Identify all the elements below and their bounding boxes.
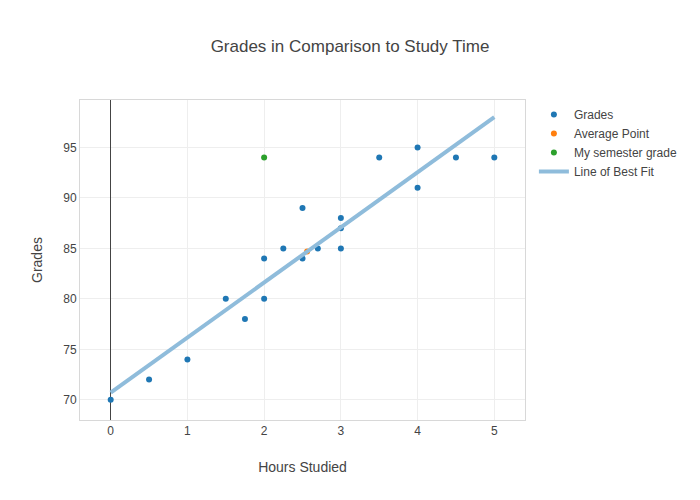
- svg-text:80: 80: [63, 292, 77, 306]
- svg-text:Grades in Comparison to Study: Grades in Comparison to Study Time: [211, 37, 490, 56]
- svg-text:Grades: Grades: [574, 108, 613, 122]
- svg-text:Average Point: Average Point: [574, 127, 650, 141]
- svg-text:85: 85: [63, 242, 77, 256]
- svg-text:1: 1: [184, 424, 191, 438]
- svg-text:0: 0: [107, 424, 114, 438]
- svg-text:95: 95: [63, 141, 77, 155]
- svg-text:2: 2: [261, 424, 268, 438]
- svg-text:75: 75: [63, 343, 77, 357]
- svg-text:5: 5: [491, 424, 498, 438]
- svg-text:Hours Studied: Hours Studied: [258, 459, 347, 475]
- svg-text:90: 90: [63, 191, 77, 205]
- svg-text:Grades: Grades: [29, 237, 45, 283]
- svg-text:70: 70: [63, 393, 77, 407]
- svg-text:Line of Best Fit: Line of Best Fit: [574, 165, 655, 179]
- svg-text:My semester grade: My semester grade: [574, 146, 677, 160]
- svg-text:4: 4: [414, 424, 421, 438]
- svg-text:3: 3: [338, 424, 345, 438]
